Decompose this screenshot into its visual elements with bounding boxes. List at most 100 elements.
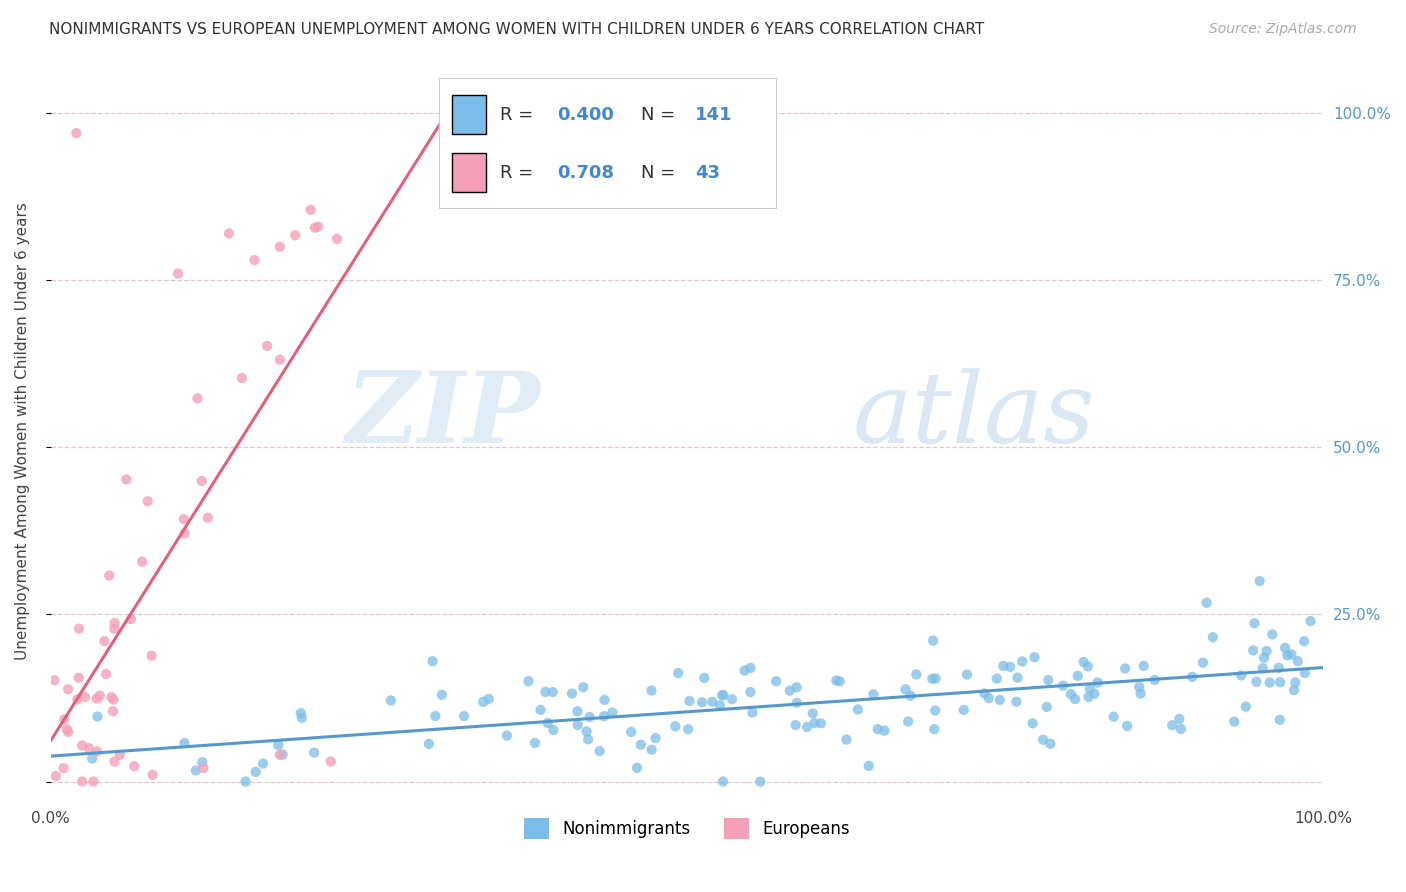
- Point: [1286, 654, 1309, 668]
- Point: [572, 680, 595, 694]
- Point: [422, 654, 444, 668]
- Point: [690, 695, 713, 709]
- Point: [1195, 596, 1218, 610]
- Point: [517, 674, 540, 689]
- Point: [1128, 680, 1150, 694]
- Point: [924, 672, 946, 686]
- Point: [796, 720, 818, 734]
- Point: [952, 703, 974, 717]
- Point: [803, 716, 825, 731]
- Point: [786, 696, 808, 710]
- Point: [67, 622, 90, 636]
- Point: [1251, 661, 1274, 675]
- Point: [1294, 665, 1316, 680]
- Point: [593, 693, 616, 707]
- Point: [561, 687, 583, 701]
- Point: [1299, 614, 1322, 628]
- Point: [575, 724, 598, 739]
- Point: [44, 673, 66, 688]
- Point: [45, 769, 67, 783]
- Point: [267, 738, 290, 752]
- Point: [1243, 616, 1265, 631]
- Point: [58, 725, 80, 739]
- Point: [122, 759, 145, 773]
- Point: [94, 667, 117, 681]
- Point: [956, 667, 979, 681]
- Point: [740, 685, 762, 699]
- Point: [986, 672, 1008, 686]
- Point: [191, 755, 214, 769]
- Point: [678, 694, 700, 708]
- Point: [1258, 675, 1281, 690]
- Point: [626, 761, 648, 775]
- Point: [1192, 656, 1215, 670]
- Point: [82, 774, 104, 789]
- Point: [93, 634, 115, 648]
- Point: [108, 747, 131, 762]
- Point: [835, 732, 858, 747]
- Point: [173, 512, 195, 526]
- Point: [666, 666, 689, 681]
- Point: [1077, 659, 1099, 673]
- Point: [70, 774, 93, 789]
- Point: [252, 756, 274, 771]
- Point: [785, 718, 807, 732]
- Point: [53, 712, 76, 726]
- Point: [709, 698, 731, 713]
- Point: [77, 741, 100, 756]
- Point: [1087, 675, 1109, 690]
- Point: [98, 568, 121, 582]
- Point: [529, 703, 551, 717]
- Point: [1284, 675, 1306, 690]
- Text: atlas: atlas: [852, 368, 1095, 464]
- Point: [186, 392, 208, 406]
- Point: [905, 667, 928, 681]
- Text: Source: ZipAtlas.com: Source: ZipAtlas.com: [1209, 22, 1357, 37]
- Text: NONIMMIGRANTS VS EUROPEAN UNEMPLOYMENT AMONG WOMEN WITH CHILDREN UNDER 6 YEARS C: NONIMMIGRANTS VS EUROPEAN UNEMPLOYMENT A…: [49, 22, 984, 37]
- Point: [70, 739, 93, 753]
- Point: [104, 615, 127, 630]
- Point: [304, 220, 326, 235]
- Point: [1032, 732, 1054, 747]
- Point: [167, 267, 190, 281]
- Point: [1052, 679, 1074, 693]
- Point: [537, 715, 560, 730]
- Legend: Nonimmigrants, Europeans: Nonimmigrants, Europeans: [517, 812, 856, 846]
- Point: [1102, 709, 1125, 723]
- Point: [86, 709, 108, 723]
- Point: [676, 722, 699, 736]
- Point: [103, 692, 125, 706]
- Point: [86, 691, 108, 706]
- Point: [765, 674, 787, 689]
- Point: [593, 709, 616, 723]
- Point: [284, 228, 307, 243]
- Point: [302, 746, 325, 760]
- Point: [1294, 634, 1316, 648]
- Point: [271, 747, 294, 762]
- Point: [193, 761, 215, 775]
- Point: [640, 683, 662, 698]
- Point: [235, 774, 257, 789]
- Text: ZIP: ZIP: [346, 368, 541, 464]
- Point: [269, 240, 291, 254]
- Point: [1281, 648, 1303, 662]
- Point: [993, 659, 1015, 673]
- Point: [101, 704, 124, 718]
- Point: [307, 219, 329, 234]
- Point: [1268, 713, 1291, 727]
- Point: [640, 742, 662, 756]
- Point: [269, 747, 291, 762]
- Point: [197, 511, 219, 525]
- Point: [1129, 687, 1152, 701]
- Point: [1223, 714, 1246, 729]
- Point: [1038, 673, 1060, 687]
- Point: [1261, 627, 1284, 641]
- Point: [897, 714, 920, 729]
- Point: [1241, 643, 1264, 657]
- Point: [973, 686, 995, 700]
- Point: [1161, 718, 1184, 732]
- Point: [1005, 695, 1028, 709]
- Point: [693, 671, 716, 685]
- Point: [1267, 661, 1289, 675]
- Point: [1268, 675, 1291, 690]
